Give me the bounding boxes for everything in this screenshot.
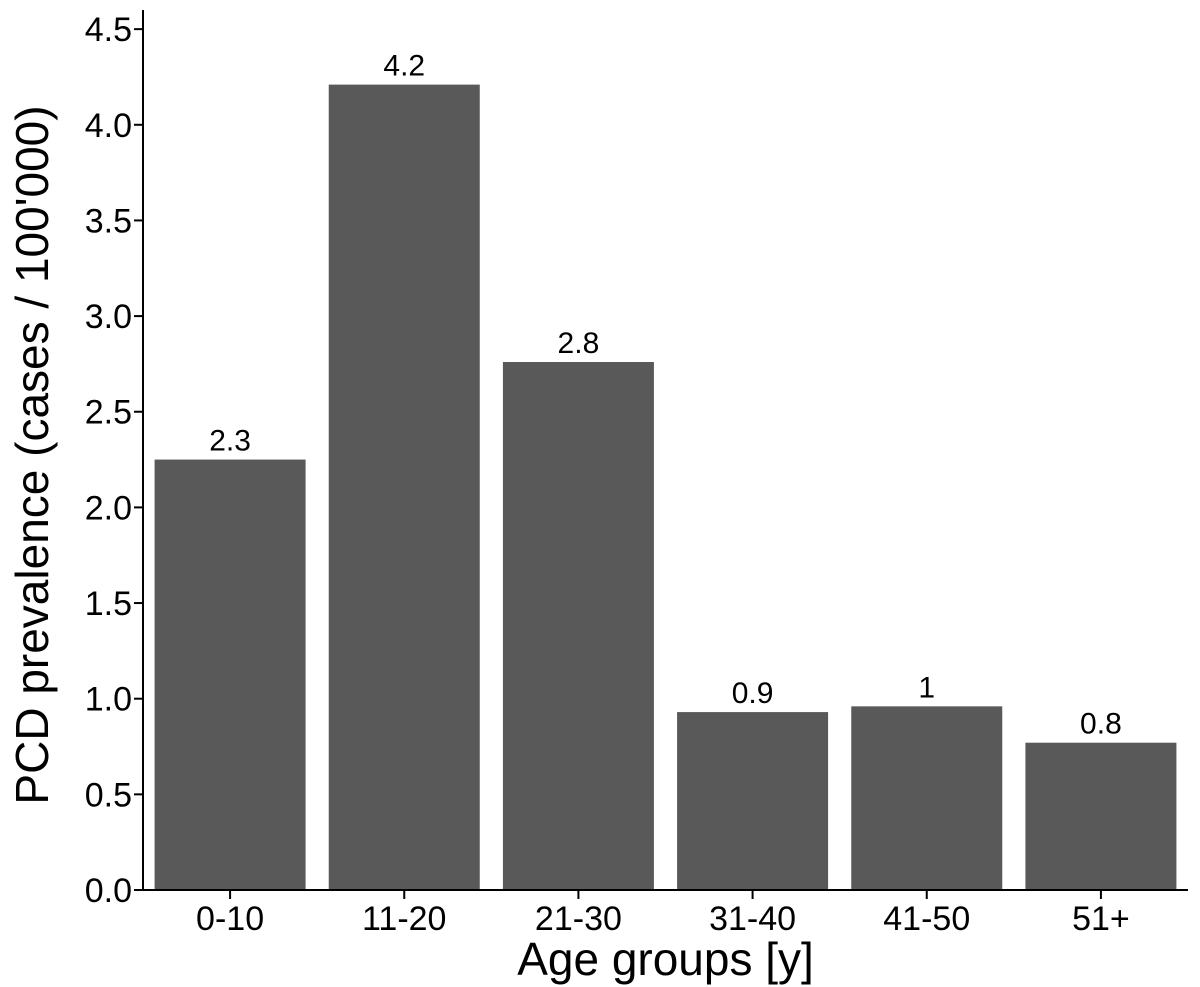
y-axis-title: PCD prevalence (cases / 100'000) [6, 105, 58, 804]
data-label-41-50: 1 [918, 671, 935, 704]
data-label-31-40: 0.9 [732, 677, 774, 710]
bars-layer [154, 84, 1177, 890]
x-axis: 0-10 11-20 21-30 31-40 41-50 51+ [142, 889, 1188, 938]
y-tick-label-3.5: 3.5 [85, 202, 132, 240]
y-tick-label-4.0: 4.0 [85, 107, 132, 145]
bar-0-10 [154, 459, 306, 890]
data-label-51+: 0.8 [1080, 708, 1122, 741]
data-labels-layer: 2.3 4.2 2.8 0.9 1 0.8 [209, 50, 1122, 741]
x-tick-label-0-10: 0-10 [196, 900, 264, 938]
x-tick-label-51+: 51+ [1072, 900, 1130, 938]
y-tick-label-3.0: 3.0 [85, 298, 132, 336]
y-tick-label-2.5: 2.5 [85, 394, 132, 432]
data-label-21-30: 2.8 [558, 327, 600, 360]
y-tick-label-0.5: 0.5 [85, 776, 132, 814]
y-tick-label-2.0: 2.0 [85, 489, 132, 527]
bar-31-40 [677, 712, 829, 890]
data-label-0-10: 2.3 [209, 425, 251, 458]
x-tick-label-41-50: 41-50 [883, 900, 970, 938]
x-tick-label-11-20: 11-20 [362, 900, 446, 938]
data-label-11-20: 4.2 [383, 50, 425, 83]
y-tick-label-4.5: 4.5 [85, 11, 132, 49]
y-tick-label-0.0: 0.0 [85, 872, 132, 910]
x-axis-title: Age groups [y] [517, 933, 814, 985]
bar-21-30 [502, 362, 654, 890]
bar-11-20 [328, 84, 480, 890]
y-axis: 0.0 0.5 1.0 1.5 2.0 2.5 3.0 3.5 4.0 4.5 [85, 10, 144, 910]
y-tick-label-1.5: 1.5 [85, 585, 132, 623]
y-tick-label-1.0: 1.0 [85, 681, 132, 719]
x-tick-label-21-30: 21-30 [535, 900, 622, 938]
bar-51+ [1025, 742, 1177, 890]
bar-41-50 [851, 706, 1003, 890]
x-tick-label-31-40: 31-40 [709, 900, 796, 938]
